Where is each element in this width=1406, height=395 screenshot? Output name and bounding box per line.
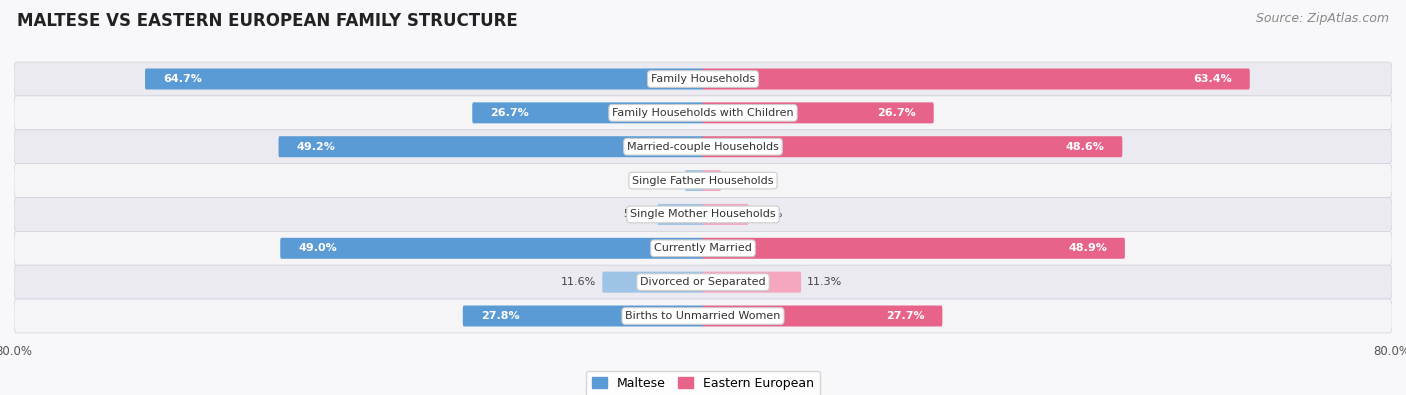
FancyBboxPatch shape: [14, 62, 1392, 96]
Text: 49.2%: 49.2%: [297, 142, 336, 152]
FancyBboxPatch shape: [14, 231, 1392, 265]
FancyBboxPatch shape: [14, 299, 1392, 333]
FancyBboxPatch shape: [702, 102, 934, 123]
Text: Single Mother Households: Single Mother Households: [630, 209, 776, 220]
FancyBboxPatch shape: [702, 272, 801, 293]
Text: Currently Married: Currently Married: [654, 243, 752, 253]
FancyBboxPatch shape: [14, 164, 1392, 198]
FancyBboxPatch shape: [702, 204, 748, 225]
Text: 64.7%: 64.7%: [163, 74, 202, 84]
FancyBboxPatch shape: [658, 204, 704, 225]
Text: 11.3%: 11.3%: [807, 277, 842, 287]
Legend: Maltese, Eastern European: Maltese, Eastern European: [585, 371, 821, 395]
FancyBboxPatch shape: [702, 238, 1125, 259]
Text: Family Households with Children: Family Households with Children: [612, 108, 794, 118]
Text: Married-couple Households: Married-couple Households: [627, 142, 779, 152]
FancyBboxPatch shape: [463, 305, 704, 327]
FancyBboxPatch shape: [14, 265, 1392, 299]
Text: 49.0%: 49.0%: [298, 243, 337, 253]
FancyBboxPatch shape: [602, 272, 704, 293]
Text: Single Father Households: Single Father Households: [633, 175, 773, 186]
Text: 27.7%: 27.7%: [886, 311, 924, 321]
Text: Source: ZipAtlas.com: Source: ZipAtlas.com: [1256, 12, 1389, 25]
Text: 26.7%: 26.7%: [877, 108, 915, 118]
FancyBboxPatch shape: [685, 170, 704, 191]
Text: 48.6%: 48.6%: [1066, 142, 1104, 152]
Text: Births to Unmarried Women: Births to Unmarried Women: [626, 311, 780, 321]
FancyBboxPatch shape: [702, 68, 1250, 90]
FancyBboxPatch shape: [280, 238, 704, 259]
FancyBboxPatch shape: [702, 136, 1122, 157]
FancyBboxPatch shape: [145, 68, 704, 90]
Text: 11.6%: 11.6%: [561, 277, 596, 287]
Text: 2.0%: 2.0%: [651, 175, 679, 186]
Text: 5.2%: 5.2%: [755, 209, 783, 220]
Text: 27.8%: 27.8%: [481, 311, 519, 321]
FancyBboxPatch shape: [702, 305, 942, 327]
FancyBboxPatch shape: [14, 130, 1392, 164]
Text: Divorced or Separated: Divorced or Separated: [640, 277, 766, 287]
Text: 63.4%: 63.4%: [1194, 74, 1232, 84]
Text: 26.7%: 26.7%: [491, 108, 529, 118]
Text: 5.2%: 5.2%: [623, 209, 651, 220]
FancyBboxPatch shape: [278, 136, 704, 157]
FancyBboxPatch shape: [14, 198, 1392, 231]
Text: 48.9%: 48.9%: [1069, 243, 1107, 253]
FancyBboxPatch shape: [702, 170, 721, 191]
Text: 2.0%: 2.0%: [727, 175, 755, 186]
Text: MALTESE VS EASTERN EUROPEAN FAMILY STRUCTURE: MALTESE VS EASTERN EUROPEAN FAMILY STRUC…: [17, 12, 517, 30]
FancyBboxPatch shape: [472, 102, 704, 123]
Text: Family Households: Family Households: [651, 74, 755, 84]
FancyBboxPatch shape: [14, 96, 1392, 130]
